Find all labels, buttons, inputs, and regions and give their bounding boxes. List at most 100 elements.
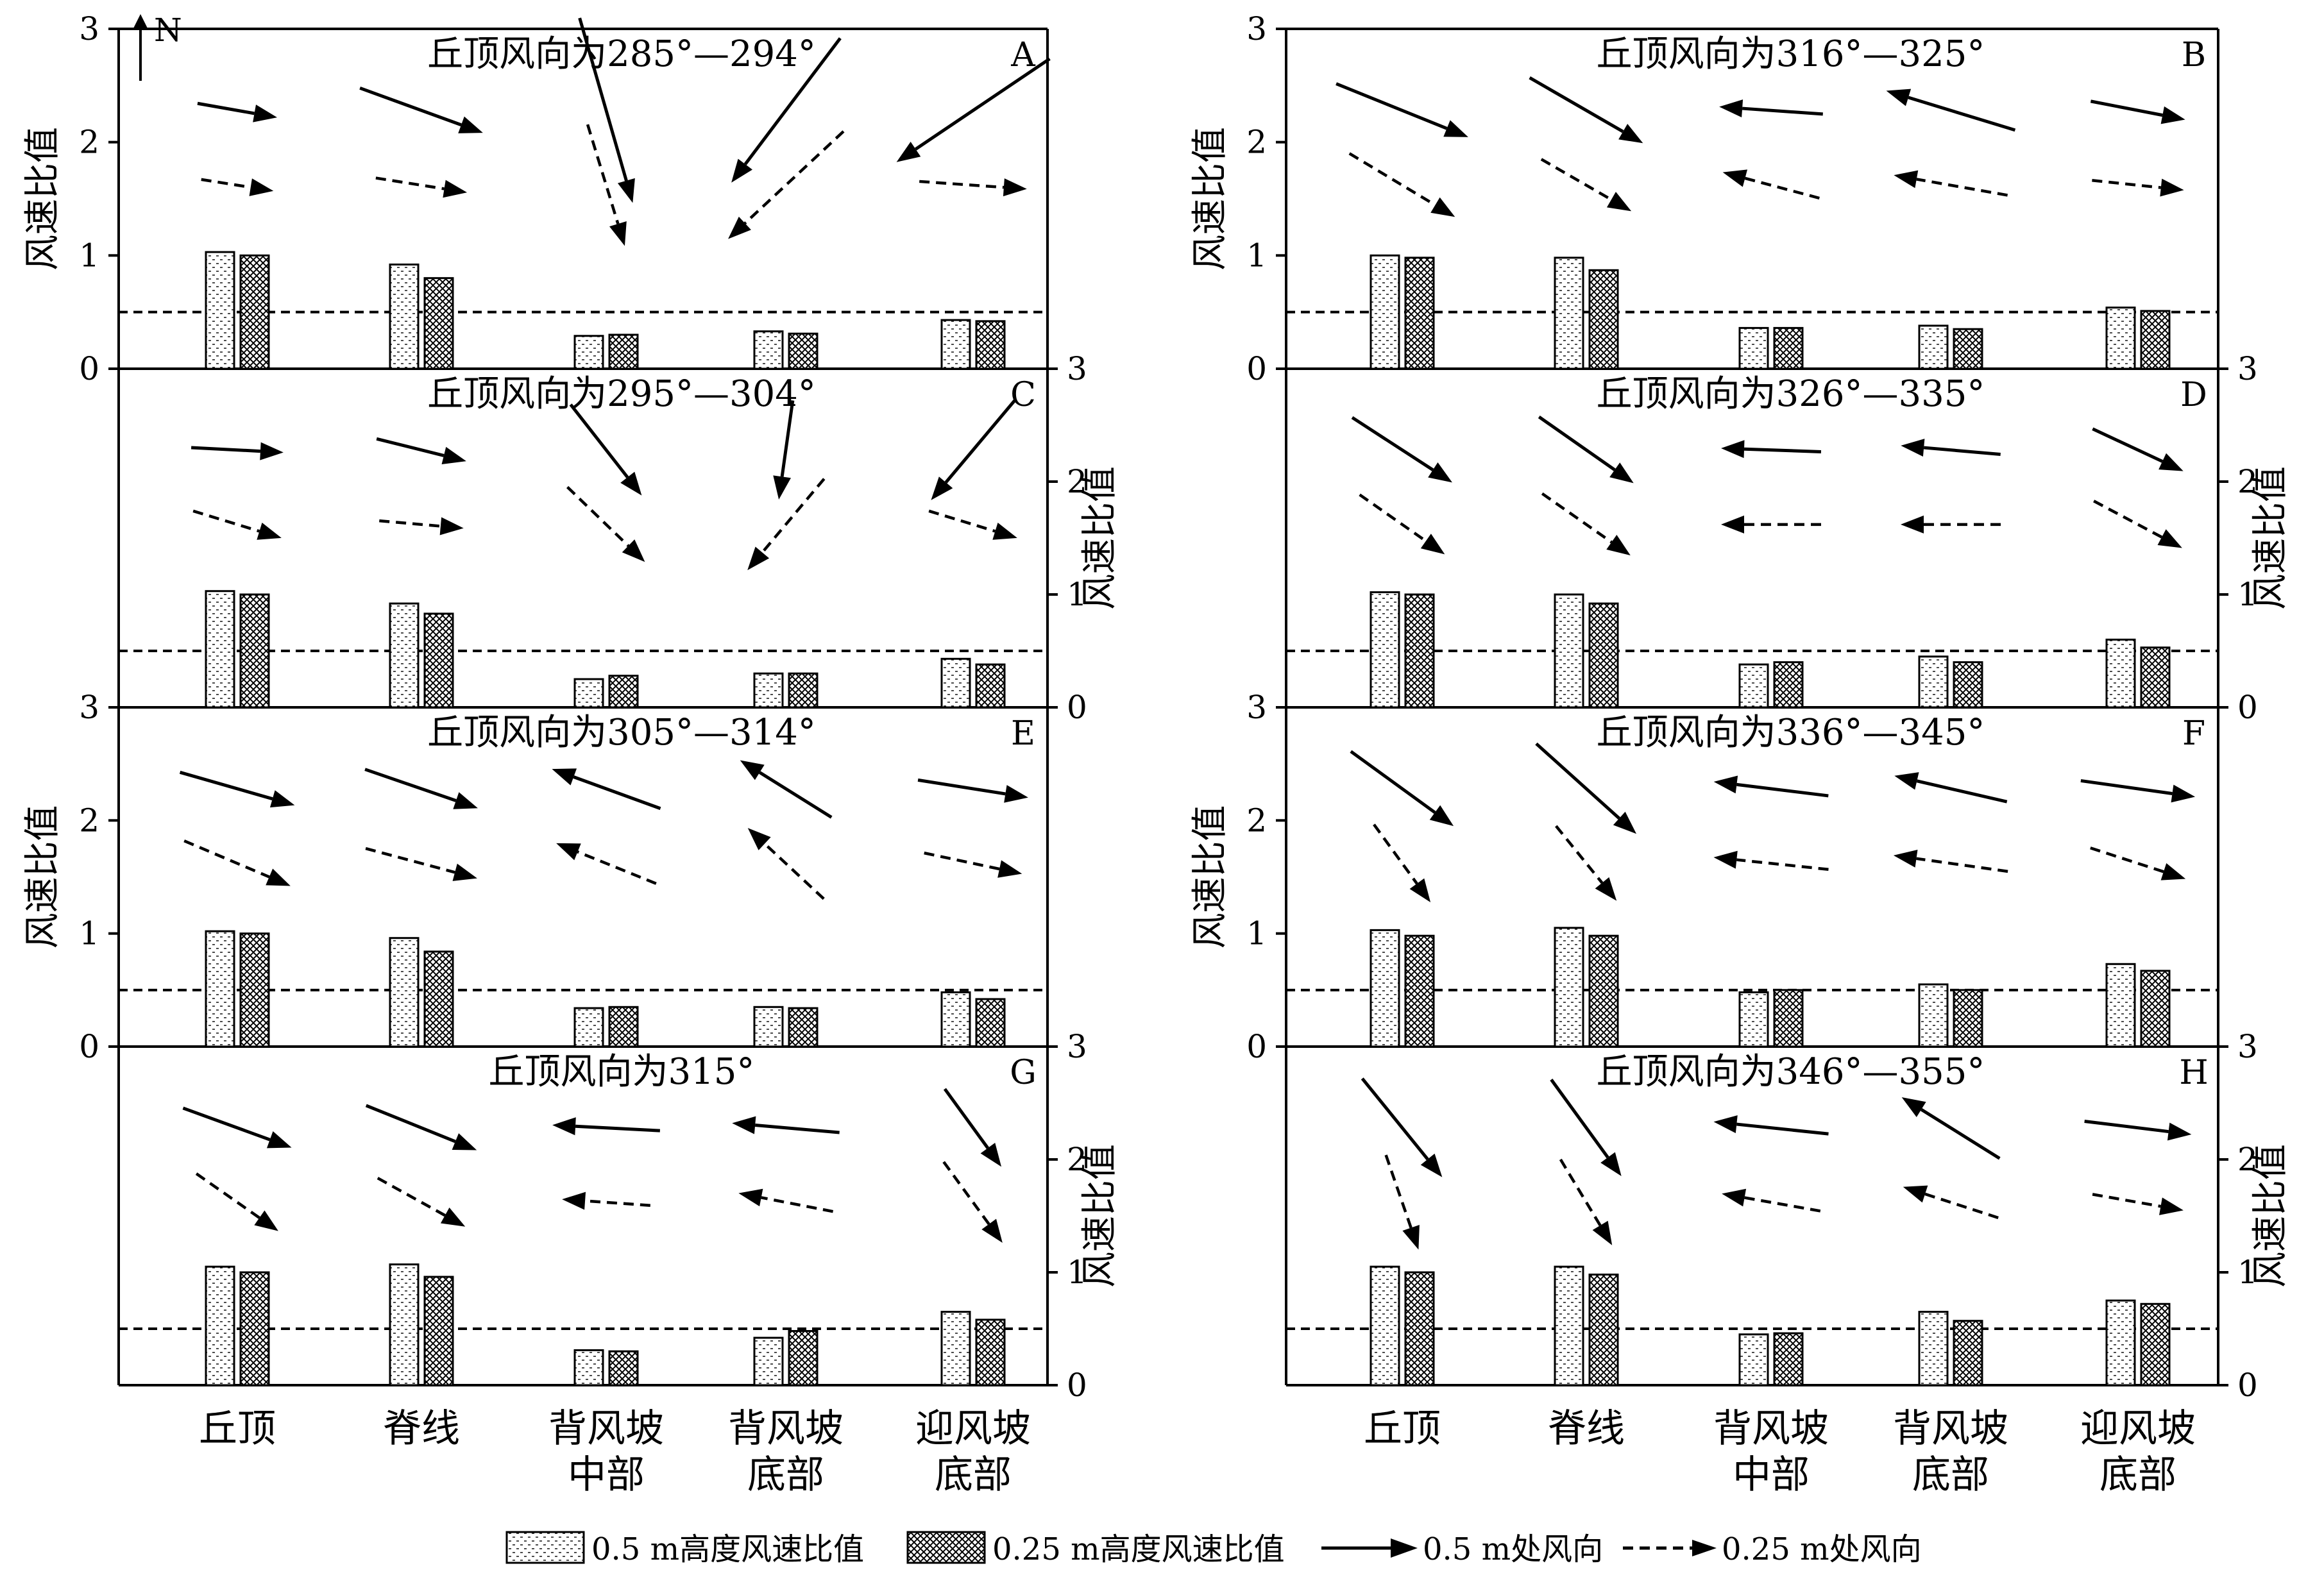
wind-arrow-05m [732,1116,840,1134]
bar-05m [2105,1299,2136,1386]
bar-05m [2105,638,2136,709]
bar-025m [975,1318,1006,1386]
bar-05m [1554,927,1584,1048]
wind-arrow-05m [1529,76,1643,144]
y-tick-label: 2 [2237,1141,2258,1178]
bar-05m [573,1349,604,1386]
y-tick-label: 1 [1246,237,1267,274]
wind-arrow-05m [1894,772,2008,804]
bar-025m [1773,1332,1804,1386]
bar-025m [2140,970,2171,1048]
wind-arrow-05m [1901,439,2001,457]
category-label: 背风坡底部 [1893,1406,2008,1497]
y-tick-label: 3 [1246,689,1267,726]
wind-arrow-05m [2090,99,2185,124]
wind-arrow-05m [1361,1077,1443,1177]
wind-arrow-025m [928,509,1017,540]
wind-arrow-025m [1901,515,2001,534]
y-axis-label: 风速比值 [22,805,64,949]
panel-title: 丘顶风向为336°—345° [1597,712,1985,754]
panel-title: 丘顶风向为305°—314° [427,712,816,754]
bar-025m [788,672,818,709]
panel-title: 丘顶风向为285°—294° [427,33,816,75]
y-tick-label: 0 [1246,1028,1267,1065]
bar-025m [423,277,454,370]
wind-arrow-05m [1719,99,1823,118]
wind-arrow-05m [1550,1079,1622,1176]
panel-letter: F [2182,714,2205,753]
bar-025m [788,1007,818,1048]
y-tick-label: 0 [1067,689,1087,726]
wind-arrow-025m [586,124,627,246]
wind-arrow-05m [1538,416,1634,484]
y-tick-label: 3 [1067,350,1087,387]
legend-item-dir-05: 0.5 m处风向 [1321,1531,1603,1567]
y-tick-label: 3 [79,689,99,726]
bar-025m [2140,1302,2171,1386]
wind-arrow-025m [919,178,1027,197]
wind-arrow-025m [1894,170,2008,197]
wind-arrow-05m [365,1104,477,1150]
wind-arrow-025m [924,851,1022,878]
bar-025m [1773,326,1804,370]
legend-label-dir-025: 0.25 m处风向 [1722,1531,1922,1567]
panel-letter: A [1010,36,1036,74]
bar-025m [608,1006,639,1048]
legend-item-dir-025: 0.25 m处风向 [1623,1531,1922,1567]
wind-arrow-05m [773,400,795,500]
category-label: 背风坡中部 [548,1406,664,1497]
bar-025m [788,1330,818,1386]
wind-arrow-025m [377,1177,466,1227]
wind-arrow-05m [2080,779,2196,803]
bar-025m [1404,934,1435,1048]
y-tick-label: 2 [2237,463,2258,500]
bar-05m [1554,1265,1584,1386]
wind-arrow-05m [1350,750,1454,827]
wind-arrow-025m [1348,152,1455,217]
wind-arrow-05m [1336,82,1468,137]
legend-swatch-bar-025 [906,1531,986,1564]
bar-05m [1554,257,1584,370]
bar-05m [389,602,420,709]
panel-letter: E [1011,714,1035,753]
bar-025m [1404,1271,1435,1386]
wind-arrow-025m [183,839,291,886]
bar-025m [1953,1320,1983,1386]
y-tick-label: 2 [1246,124,1267,161]
y-axis-label: 风速比值 [1079,466,1121,610]
panel-title: 丘顶风向为346°—355° [1597,1051,1985,1093]
bar-05m [205,930,235,1048]
y-tick-label: 1 [1067,1254,1087,1291]
y-axis-label: 风速比值 [22,127,64,271]
wind-arrow-025m [195,1172,278,1231]
panel-letter: H [2179,1054,2208,1092]
y-tick-label: 0 [79,1028,99,1065]
wind-arrow-05m [731,37,842,183]
bar-05m [573,335,604,370]
wind-arrow-025m [1722,169,1820,200]
wind-arrow-025m [728,130,845,239]
panel-title: 丘顶风向为316°—325° [1597,33,1985,75]
panel-title: 丘顶风向为326°—335° [1597,373,1985,415]
category-label: 背风坡中部 [1713,1406,1829,1497]
bar-025m [423,612,454,709]
y-tick-label: 3 [2237,1028,2258,1065]
bar-05m [753,1006,784,1048]
bar-025m [2140,310,2171,370]
legend-swatch-bar-05 [505,1531,585,1564]
bar-05m [1370,254,1400,370]
wind-arrow-025m [747,828,825,900]
bar-025m [1773,661,1804,709]
category-label: 脊线 [383,1406,460,1451]
bar-025m [608,333,639,370]
north-label: N [154,12,182,49]
y-axis-label: 风速比值 [2250,1144,2291,1288]
legend-label-bar-025: 0.25 m高度风速比值 [992,1531,1285,1567]
wind-arrow-05m [917,778,1028,803]
y-tick-label: 0 [79,350,99,387]
wind-arrow-025m [1903,1185,1999,1220]
y-tick-label: 3 [79,10,99,47]
y-tick-label: 1 [2237,1254,2258,1291]
bar-05m [1738,663,1769,709]
